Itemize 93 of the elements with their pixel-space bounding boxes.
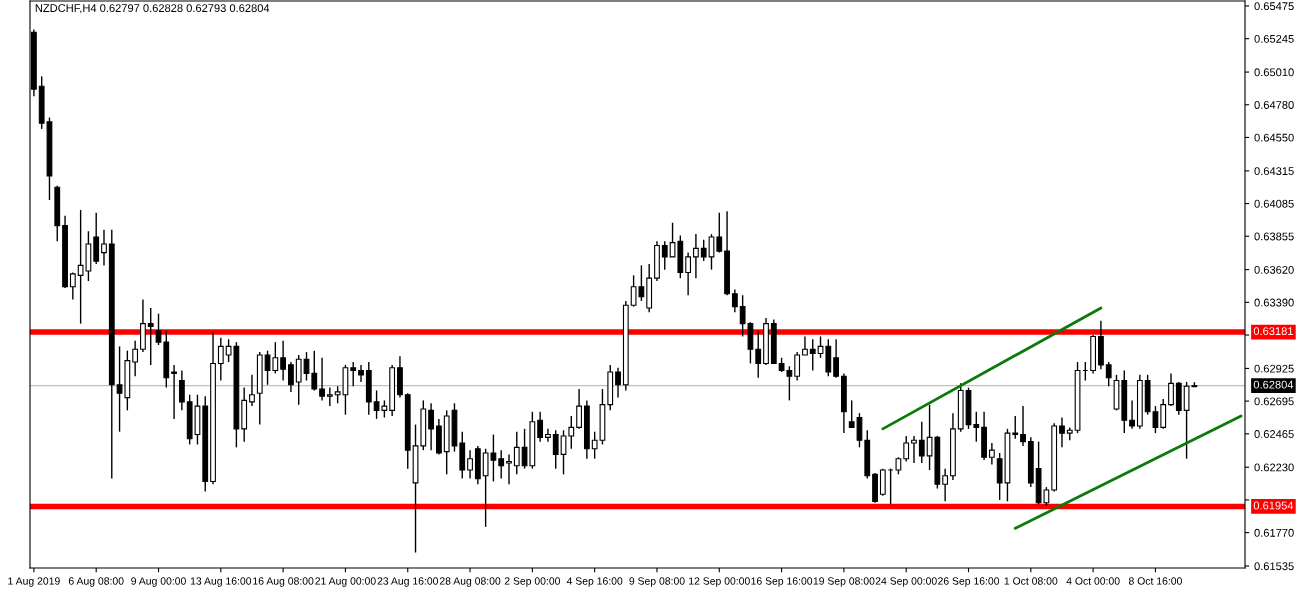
- candlestick: [887, 467, 894, 505]
- candlestick: [1059, 416, 1065, 449]
- candlestick: [552, 429, 559, 470]
- y-tick-label: 0.62925: [1254, 364, 1294, 373]
- y-tick-label: 0.65245: [1254, 34, 1294, 43]
- candlestick: [661, 240, 668, 271]
- y-tick-label: 0.64085: [1254, 199, 1294, 208]
- candlestick: [358, 364, 364, 383]
- y-tick-label: 0.65010: [1254, 68, 1294, 77]
- candlestick: [942, 467, 949, 503]
- ref-line-label: 0.63181: [1253, 327, 1293, 336]
- y-tick-label: 0.62465: [1254, 430, 1294, 438]
- candlestick: [295, 354, 302, 406]
- candlestick: [833, 338, 839, 379]
- candlestick: [1168, 372, 1174, 407]
- x-tick-label: 2 Sep 00:00: [504, 577, 561, 587]
- candlestick: [1160, 398, 1167, 430]
- candlestick: [545, 428, 551, 443]
- ref-line-label: 0.62804: [1253, 380, 1294, 389]
- candlestick: [537, 411, 544, 443]
- candlestick: [350, 361, 357, 387]
- candlestick: [178, 369, 185, 412]
- x-tick-label: 16 Sep 16:00: [751, 577, 813, 587]
- candlestick: [973, 411, 980, 443]
- candlestick: [903, 435, 910, 463]
- x-tick-label: 9 Aug 00:00: [131, 577, 186, 587]
- x-tick-label: 1 Aug 2019: [8, 577, 60, 587]
- y-tick-label: 0.64550: [1254, 133, 1294, 142]
- candlestick: [280, 340, 287, 382]
- y-tick-label: 0.64780: [1254, 101, 1294, 109]
- candlestick: [69, 271, 76, 301]
- candlestick: [911, 435, 917, 464]
- candlestick: [568, 415, 575, 450]
- candlestick: [731, 288, 738, 313]
- candlestick: [802, 335, 808, 356]
- candlestick: [685, 251, 692, 296]
- candlestick: [700, 239, 707, 262]
- candlestick: [918, 421, 925, 464]
- candlestick: [171, 364, 177, 420]
- candlestick: [708, 233, 715, 271]
- candlestick: [217, 337, 224, 382]
- candlestick: [326, 386, 333, 407]
- candlestick: [693, 233, 699, 279]
- x-tick-label: 19 Sep 08:00: [813, 577, 875, 587]
- candlestick: [101, 229, 107, 267]
- x-tick-label: 9 Sep 08:00: [629, 577, 685, 587]
- candlestick: [506, 453, 512, 485]
- y-tick-label: 0.62230: [1254, 463, 1294, 472]
- x-tick-label: 16 Aug 08:00: [253, 577, 314, 587]
- candlestick: [311, 349, 318, 392]
- x-tick-label: 24 Sep 00:00: [875, 577, 937, 587]
- x-tick-label: 28 Aug 08:00: [439, 577, 501, 587]
- candlestick: [755, 330, 762, 379]
- candlestick: [132, 340, 139, 377]
- x-tick-label: 21 Aug 00:00: [315, 577, 376, 587]
- x-tick-label: 8 Oct 16:00: [1128, 577, 1182, 585]
- candlestick: [716, 212, 723, 254]
- candlestick: [615, 367, 621, 399]
- candlestick: [513, 430, 520, 476]
- y-tick-label: 0.63855: [1254, 232, 1294, 241]
- y-tick-label: 0.63390: [1254, 298, 1294, 307]
- candlestick: [428, 402, 434, 451]
- candlestick: [319, 357, 325, 402]
- y-tick-label: 0.64315: [1254, 167, 1294, 175]
- candlestick: [1020, 405, 1026, 447]
- candlestick: [988, 442, 995, 466]
- candlestick: [1012, 415, 1019, 440]
- x-tick-label: 1 Oct 08:00: [1004, 577, 1058, 585]
- x-tick-label: 6 Aug 08:00: [68, 577, 124, 587]
- x-tick-label: 4 Oct 00:00: [1066, 577, 1120, 585]
- y-tick-label: 0.61535: [1254, 562, 1294, 571]
- x-tick-label: 26 Sep 16:00: [938, 577, 1000, 587]
- candlestick: [1105, 361, 1112, 387]
- candlestick: [288, 361, 294, 393]
- candlestick: [147, 307, 154, 366]
- y-tick-label: 0.65475: [1254, 2, 1294, 11]
- candlestick: [809, 338, 816, 372]
- candlestick: [498, 449, 505, 480]
- x-tick-label: 23 Aug 16:00: [377, 577, 439, 587]
- x-tick-label: 4 Sep 16:00: [566, 577, 623, 587]
- x-tick-label: 12 Sep 00:00: [689, 577, 750, 587]
- candlestick: [155, 313, 162, 346]
- x-tick-label: 13 Aug 16:00: [190, 577, 252, 587]
- y-tick-label: 0.63620: [1254, 265, 1294, 274]
- candlestick: [794, 351, 801, 382]
- candlestick: [467, 449, 473, 480]
- candlestick: [249, 374, 255, 407]
- chart-title: NZDCHF,H4 0.62797 0.62828 0.62793 0.62804: [35, 4, 270, 14]
- candlestick: [576, 388, 582, 430]
- candlestick: [1129, 399, 1135, 430]
- y-tick-label: 0.62695: [1254, 397, 1294, 406]
- y-tick-label: 0.61770: [1254, 528, 1294, 537]
- ref-line-label: 0.61954: [1253, 501, 1294, 510]
